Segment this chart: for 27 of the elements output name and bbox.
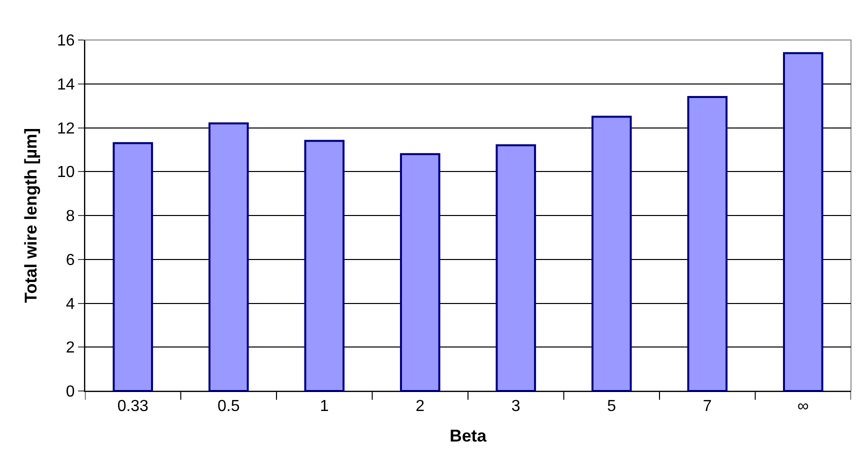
y-tick-label: 2 — [66, 340, 75, 357]
x-tick-label: 2 — [416, 398, 425, 416]
bar — [400, 153, 440, 391]
bar — [112, 142, 154, 391]
y-tick-label: 14 — [57, 76, 75, 94]
x-axis-title: Beta — [450, 426, 487, 446]
y-tick-label: 8 — [66, 208, 75, 226]
y-tick-label: 4 — [66, 296, 75, 313]
y-axis-title: Total wire length [µm] — [22, 128, 41, 303]
y-tick-label: 0 — [66, 384, 75, 401]
y-tick-label: 12 — [57, 120, 75, 138]
x-tick-label: ∞ — [797, 398, 809, 416]
x-tick-label: 0.33 — [117, 398, 149, 416]
y-tick-label: 6 — [66, 252, 75, 269]
bar — [687, 96, 728, 391]
y-tick-label: 16 — [57, 32, 75, 50]
bar — [304, 140, 345, 391]
x-tick-label: 1 — [320, 398, 329, 416]
x-tick-label: 3 — [511, 398, 520, 416]
bar — [496, 144, 536, 391]
y-tick-label: 10 — [57, 164, 75, 182]
bar — [208, 122, 249, 391]
x-tick-label: 5 — [607, 398, 616, 416]
x-tick-label: 7 — [702, 398, 712, 416]
x-tick-label: 0.5 — [218, 398, 240, 416]
bar — [782, 52, 824, 391]
bar — [591, 116, 632, 391]
